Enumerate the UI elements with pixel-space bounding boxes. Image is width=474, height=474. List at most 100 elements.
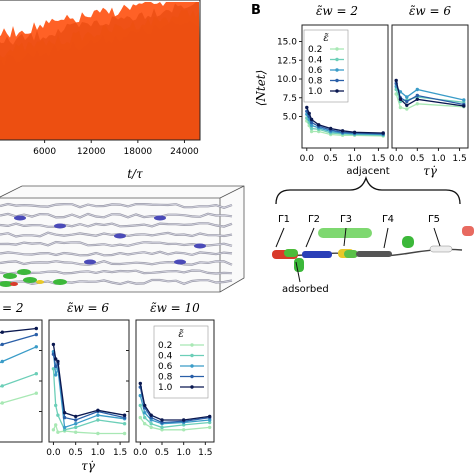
data-point	[62, 411, 67, 415]
legend-label: 0.4	[308, 56, 323, 66]
data-point	[309, 129, 314, 134]
data-point	[340, 129, 345, 133]
data-point	[138, 393, 142, 398]
data-point	[54, 403, 58, 408]
xtick-label: 0.0	[133, 448, 148, 458]
chain-seg-white	[429, 245, 453, 253]
data-point	[74, 425, 78, 430]
chain-seg-blue	[302, 251, 332, 258]
bead-cluster	[174, 259, 186, 265]
legend-marker	[190, 374, 194, 379]
trace-xtick-label: 12000	[77, 147, 106, 157]
data-point	[138, 381, 142, 386]
trace-bands	[0, 2, 200, 140]
gamma-label: Γ1	[278, 214, 290, 225]
data-point	[143, 415, 147, 420]
filament-strands	[0, 202, 233, 287]
ytick-label: 5.0	[283, 113, 298, 123]
data-point	[160, 418, 164, 422]
data-point	[34, 372, 38, 376]
xtick-label: 0.5	[324, 154, 338, 164]
data-point	[74, 430, 78, 434]
series-line-1.0	[0, 327, 37, 334]
plot-C-left-title: = 2	[2, 301, 24, 315]
xtick-label: 1.0	[177, 448, 192, 458]
series-line-0.6	[0, 346, 37, 364]
data-point	[462, 98, 466, 102]
data-point	[160, 425, 164, 430]
filament-box	[0, 185, 245, 293]
plot-C-right-title: ε̃w = 10	[150, 301, 200, 315]
adsorbed-label: adsorbed	[282, 284, 329, 295]
data-point	[96, 431, 100, 436]
legend-box	[303, 29, 349, 103]
chain-seg-green	[344, 250, 358, 258]
data-point	[34, 345, 38, 349]
data-point	[74, 422, 78, 426]
data-point	[62, 428, 67, 432]
data-point	[138, 403, 142, 408]
data-point	[56, 430, 60, 434]
xtick-label: 1.0	[347, 154, 362, 164]
data-point	[0, 342, 4, 347]
data-point	[54, 423, 58, 427]
data-point	[309, 117, 314, 122]
gamma-label: Γ2	[308, 214, 320, 225]
data-point	[208, 425, 212, 430]
plot-B-right-xlabel: τγ̇	[423, 164, 438, 178]
bead-cluster	[3, 273, 17, 279]
data-point	[329, 126, 333, 131]
data-point	[394, 78, 398, 83]
trace-xtick-label: 6000	[33, 147, 56, 157]
series-line-0.4	[0, 373, 37, 388]
plot-C-mid-xlabel: τγ̇	[81, 459, 96, 473]
data-point	[96, 413, 100, 417]
data-point	[415, 87, 419, 92]
xtick-label: 0.0	[389, 154, 404, 164]
bead-cluster	[0, 281, 13, 287]
data-point	[405, 95, 409, 99]
data-point	[208, 420, 212, 425]
legend-marker	[335, 89, 339, 93]
trace-xtick-label: 18000	[124, 147, 153, 157]
data-point	[352, 130, 357, 134]
data-point	[96, 408, 100, 412]
plot-B-right-title: ε̃w = 6	[409, 4, 451, 18]
xtick-label: 1.0	[91, 448, 106, 458]
box-edge	[219, 185, 245, 199]
data-point	[0, 330, 4, 334]
filament-highlight	[0, 203, 233, 209]
data-point	[122, 431, 127, 436]
plot-C-mid-frame	[48, 319, 130, 443]
B-right-marks	[394, 78, 466, 111]
B-left-legend: ε̃0.20.40.60.81.0	[303, 29, 349, 103]
trace-band	[0, 2, 200, 140]
data-point	[149, 415, 153, 420]
series-line-0.4	[139, 405, 210, 429]
legend-marker	[190, 385, 194, 389]
legend-box	[153, 325, 209, 399]
data-point	[74, 418, 78, 422]
data-point	[51, 342, 56, 347]
data-point	[51, 367, 56, 371]
C-right-marks	[138, 381, 212, 432]
legend-marker	[190, 353, 194, 358]
data-point	[182, 423, 186, 427]
panel-letter: B	[251, 3, 261, 18]
bead-cluster	[114, 233, 126, 239]
bead-cluster	[14, 215, 26, 221]
plot-B-right: ε̃w = 6 τγ̇ 0.0 0.5 1.0 1.5	[389, 4, 469, 178]
data-point	[0, 384, 4, 388]
xtick-label: 0.5	[155, 448, 169, 458]
legend-label: 1.0	[308, 87, 323, 97]
data-point	[309, 126, 314, 131]
bead-cluster	[23, 277, 37, 283]
filament-highlight	[0, 270, 233, 275]
ytick-label: 15.0	[277, 38, 297, 48]
plot-C-left: = 2	[0, 301, 43, 443]
adjacent-brace	[275, 175, 461, 205]
xtick-label: 0.5	[69, 448, 83, 458]
plot-C-left-frame	[0, 319, 43, 443]
legend-marker	[190, 364, 194, 368]
legend-marker	[335, 57, 339, 62]
